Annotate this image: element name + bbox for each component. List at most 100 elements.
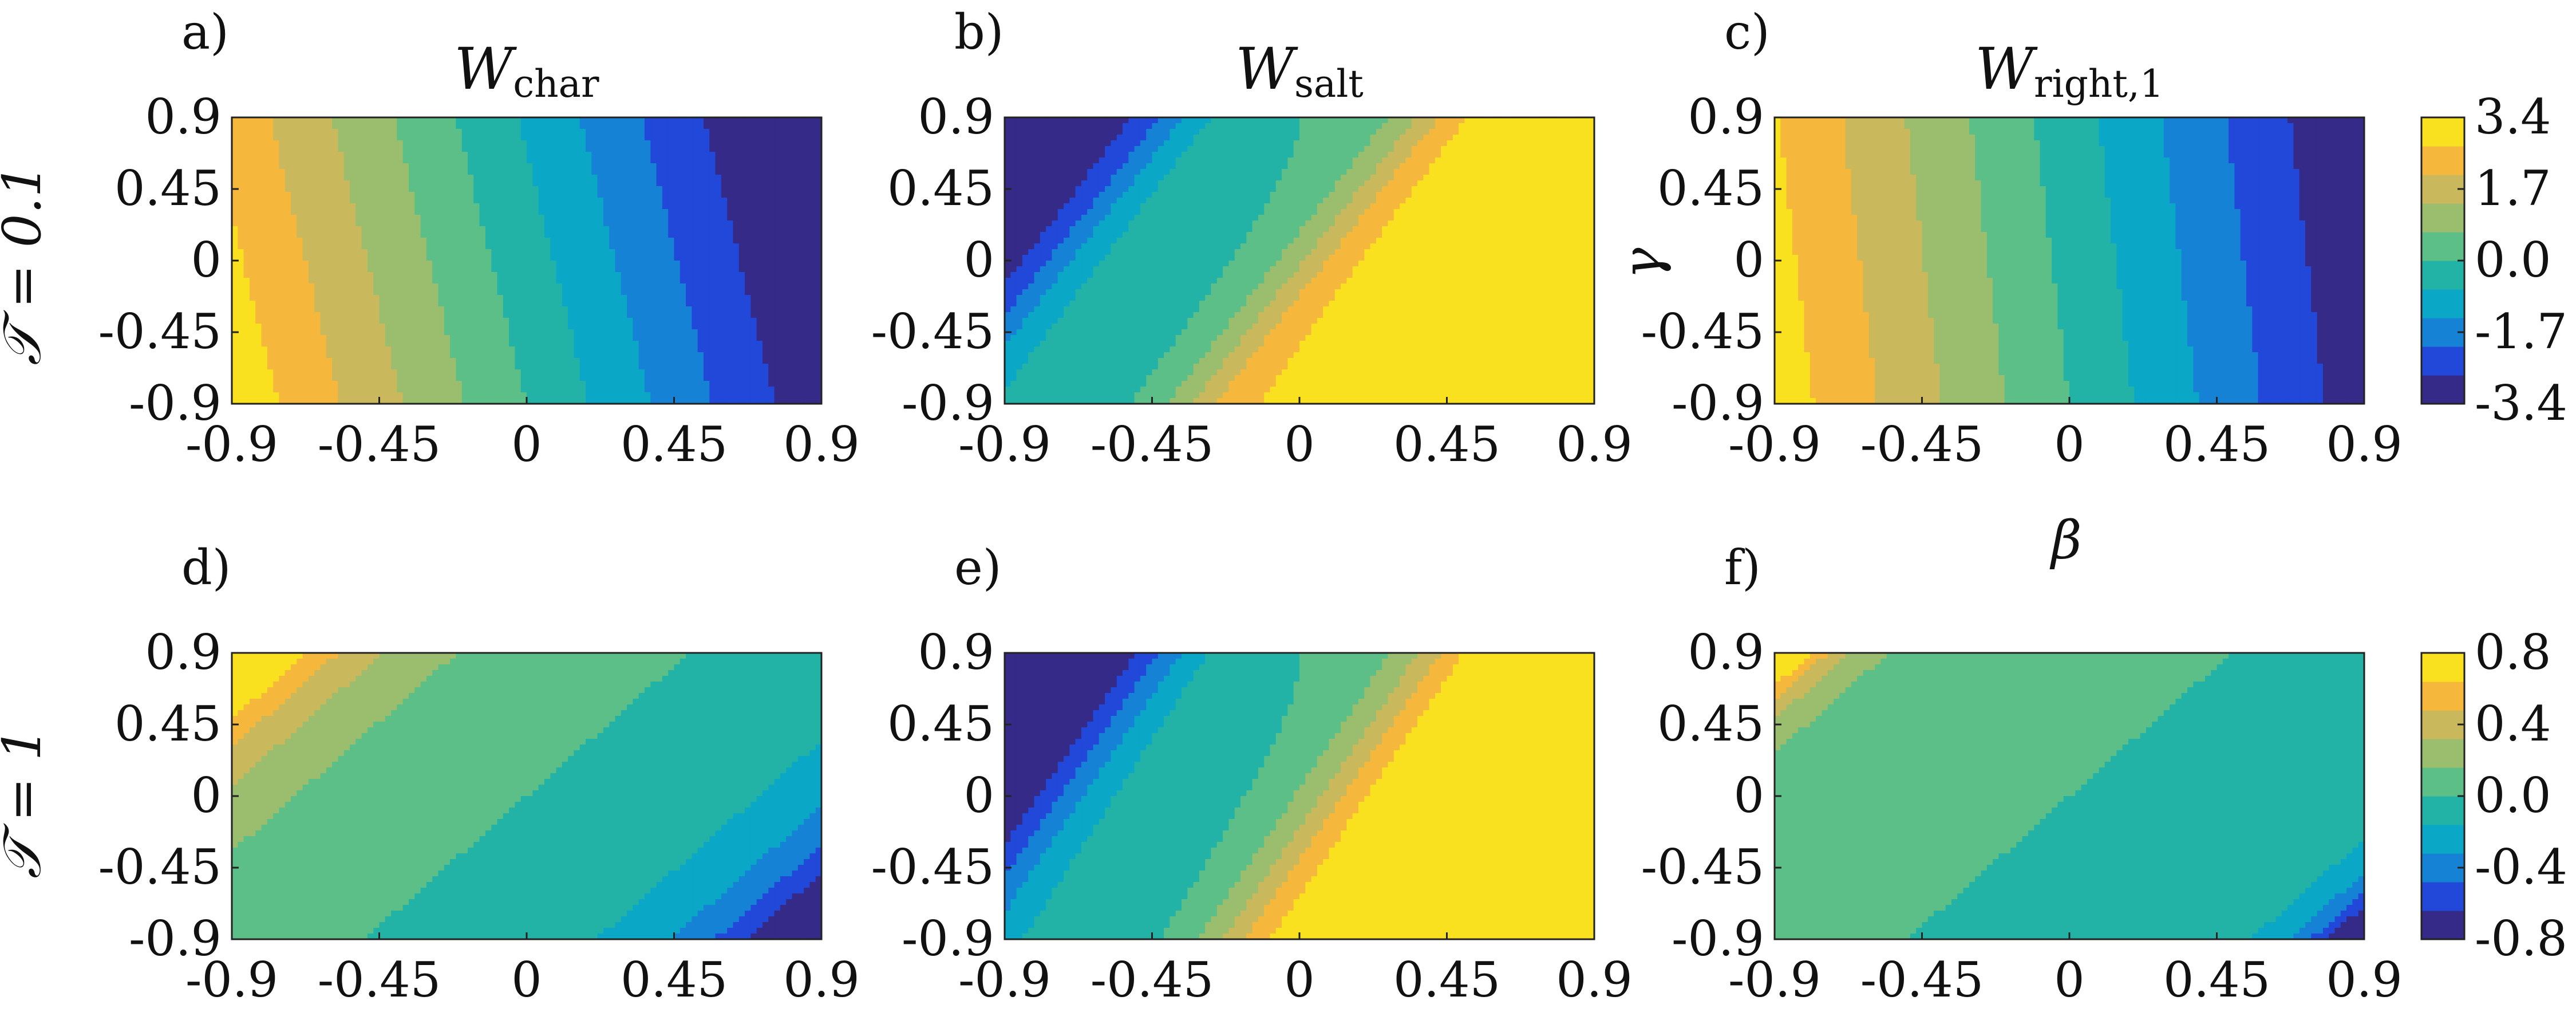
contour-cell (497, 369, 504, 376)
contour-cell (538, 398, 545, 404)
contour-cell (645, 175, 651, 181)
contour-cell (338, 318, 345, 324)
contour-cell (297, 364, 303, 370)
contour-cell (815, 324, 821, 330)
contour-cell (479, 146, 486, 152)
contour-cell (379, 261, 386, 267)
contour-cell (320, 209, 327, 215)
contour-cell (780, 261, 787, 267)
contour-cell (291, 335, 297, 341)
contour-cell (385, 335, 392, 341)
contour-cell (444, 238, 451, 244)
contour-cell (338, 312, 345, 318)
contour-cell (527, 175, 533, 181)
contour-cell (692, 192, 698, 198)
contour-cell (809, 249, 816, 255)
contour-cell (414, 283, 421, 290)
contour-cell (414, 364, 421, 370)
contour-cell (338, 209, 345, 215)
contour-cell (308, 249, 315, 255)
contour-cell (568, 352, 574, 359)
contour-cell (291, 369, 297, 376)
contour-cell (650, 146, 657, 152)
contour-cell (662, 198, 669, 204)
contour-cell (279, 306, 286, 313)
contour-cell (715, 117, 722, 124)
contour-cell (762, 203, 769, 210)
contour-cell (550, 369, 557, 376)
contour-cell (715, 203, 722, 210)
contour-cell (456, 209, 463, 215)
contour-cell (326, 324, 333, 330)
contour-cell (574, 163, 580, 170)
contour-cell (379, 301, 386, 307)
contour-cell (355, 232, 362, 238)
contour-cell (267, 341, 274, 347)
contour-cell (597, 335, 604, 341)
contour-cell (727, 209, 734, 215)
contour-cell (538, 192, 545, 198)
contour-cell (721, 335, 728, 341)
contour-cell (308, 186, 315, 192)
contour-cell (350, 301, 356, 307)
contour-cell (532, 278, 539, 284)
contour-cell (468, 272, 474, 278)
contour-cell (391, 341, 397, 347)
contour-cell (379, 364, 386, 370)
contour-cell (409, 203, 415, 210)
contour-cell (780, 215, 787, 221)
contour-cell (792, 392, 799, 399)
contour-cell (285, 129, 291, 135)
contour-cell (591, 312, 598, 318)
contour-cell (745, 398, 751, 404)
contour-cell (727, 135, 734, 141)
contour-cell (414, 129, 421, 135)
contour-cell (479, 157, 486, 164)
contour-cell (497, 157, 504, 164)
contour-cell (491, 289, 498, 296)
contour-cell (704, 198, 710, 204)
contour-cell (562, 318, 568, 324)
contour-cell (697, 289, 704, 296)
contour-cell (402, 186, 409, 192)
contour-cell (556, 255, 563, 261)
contour-cell (597, 289, 604, 296)
contour-cell (515, 352, 521, 359)
contour-cell (438, 180, 445, 187)
contour-cell (350, 198, 356, 204)
contour-cell (733, 215, 740, 221)
contour-cell (450, 203, 456, 210)
contour-cell (291, 341, 297, 347)
contour-cell (662, 312, 669, 318)
contour-cell (774, 209, 781, 215)
contour-cell (809, 324, 816, 330)
contour-cell (804, 186, 810, 192)
contour-cell (385, 306, 392, 313)
contour-cell (579, 324, 586, 330)
contour-cell (627, 135, 633, 141)
contour-cell (326, 255, 333, 261)
contour-cell (738, 198, 745, 204)
contour-cell (291, 180, 297, 187)
contour-cell (409, 152, 415, 158)
contour-cell (402, 352, 409, 359)
contour-cell (420, 163, 427, 170)
contour-cell (650, 318, 657, 324)
contour-cell (320, 283, 327, 290)
contour-cell (638, 352, 645, 359)
contour-cell (326, 175, 333, 181)
contour-cell (786, 318, 793, 324)
contour-cell (780, 381, 787, 387)
contour-cell (261, 186, 268, 192)
contour-cell (273, 324, 279, 330)
contour-cell (515, 140, 521, 147)
contour-cell (350, 180, 356, 187)
contour-cell (332, 283, 338, 290)
contour-cell (338, 203, 345, 210)
contour-cell (491, 272, 498, 278)
contour-cell (556, 335, 563, 341)
contour-cell (243, 238, 250, 244)
contour-cell (308, 180, 315, 187)
contour-cell (603, 306, 610, 313)
contour-cell (503, 175, 509, 181)
